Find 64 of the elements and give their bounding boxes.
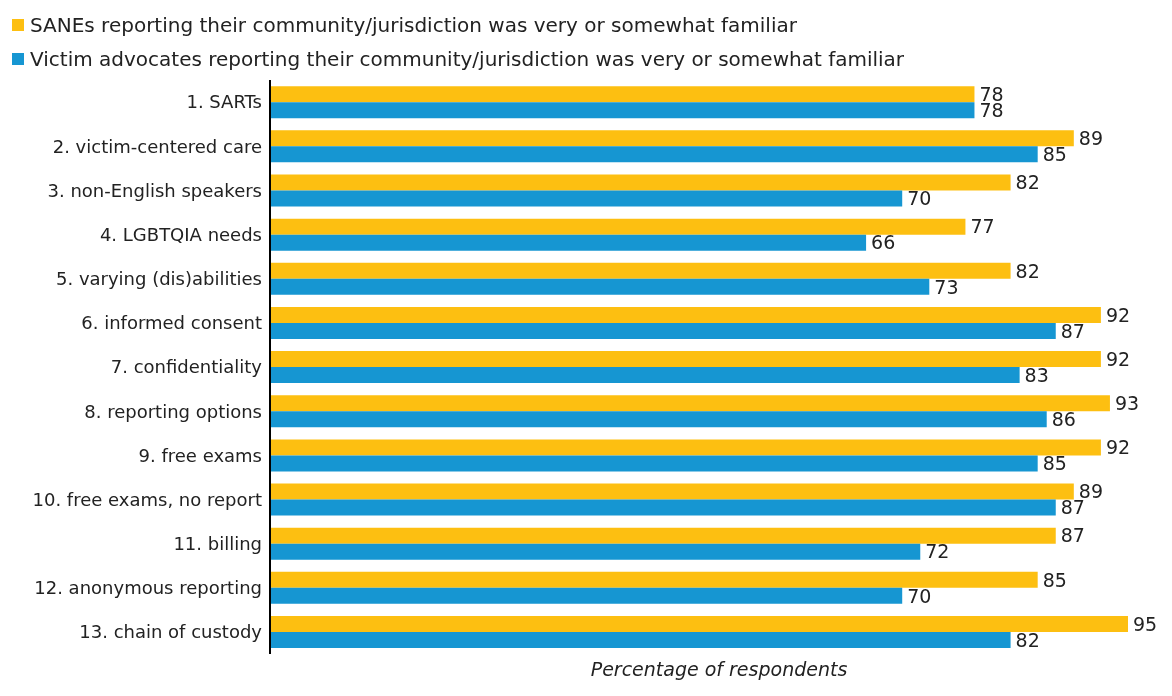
data-label: 95	[1133, 612, 1158, 635]
y-tick-label: 12. anonymous reporting	[34, 577, 262, 599]
bar	[270, 632, 1011, 649]
bar	[270, 483, 1074, 500]
data-label: 73	[934, 275, 959, 298]
data-label: 83	[1024, 363, 1049, 386]
data-label: 82	[1015, 628, 1040, 651]
data-label: 85	[1042, 568, 1067, 591]
bar	[270, 130, 1074, 147]
bar	[270, 146, 1038, 163]
bar	[270, 322, 1056, 339]
bar	[270, 86, 975, 103]
bar	[270, 218, 966, 235]
bar	[270, 455, 1038, 472]
bar	[270, 262, 1011, 279]
y-tick-label: 2. victim-centered care	[52, 135, 262, 157]
bar	[270, 278, 930, 295]
bar	[270, 234, 867, 251]
data-label: 66	[871, 231, 896, 254]
y-tick-label: 11. billing	[173, 533, 262, 555]
bar	[270, 306, 1101, 323]
x-axis-title: Percentage of respondents	[589, 658, 849, 680]
legend-label: Victim advocates reporting their community/jurisdiction was very or somewhat familiar	[30, 47, 905, 71]
data-label: 85	[1042, 143, 1067, 166]
bar	[270, 439, 1101, 456]
data-label: 92	[1105, 436, 1131, 459]
bar	[270, 411, 1047, 428]
data-label: 86	[1051, 408, 1076, 430]
bar	[270, 571, 1038, 588]
bar	[270, 174, 1011, 191]
bar	[270, 543, 921, 560]
data-label: 72	[925, 540, 950, 563]
bar	[270, 395, 1110, 412]
bar	[270, 367, 1020, 384]
y-tick-label: 3. non-English speakers	[47, 179, 262, 201]
data-label: 77	[970, 215, 995, 238]
bar	[270, 351, 1101, 368]
y-tick-label: 1. SARTs	[186, 91, 262, 113]
bar	[270, 102, 975, 119]
legend-label: SANEs reporting their community/jurisdiction was very or somewhat familiar	[30, 13, 797, 37]
data-label: 87	[1060, 319, 1085, 342]
y-tick-label: 4. LGBTQIA needs	[99, 223, 262, 245]
data-label: 92	[1105, 303, 1131, 326]
data-label: 82	[1015, 259, 1040, 282]
bar	[270, 616, 1128, 633]
bar	[270, 587, 903, 604]
y-tick-label: 8. reporting options	[84, 400, 262, 422]
bar	[270, 499, 1056, 516]
data-label: 89	[1078, 127, 1103, 150]
y-tick-label: 9. free exams	[138, 444, 262, 466]
bar	[270, 190, 903, 207]
y-tick-label: 10. free exams, no report	[32, 488, 262, 510]
bar	[270, 527, 1056, 544]
data-label: 70	[907, 584, 932, 607]
data-label: 92	[1105, 347, 1131, 370]
data-label: 93	[1114, 392, 1140, 414]
data-label: 85	[1042, 452, 1067, 475]
y-tick-label: 6. informed consent	[81, 312, 262, 334]
data-label: 87	[1060, 524, 1085, 547]
y-tick-label: 7. confidentiality	[110, 356, 263, 378]
data-label: 70	[907, 187, 932, 210]
data-label: 82	[1015, 171, 1040, 194]
y-tick-label: 5. varying (dis)abilities	[55, 268, 262, 290]
y-tick-label: 13. chain of custody	[79, 621, 263, 643]
